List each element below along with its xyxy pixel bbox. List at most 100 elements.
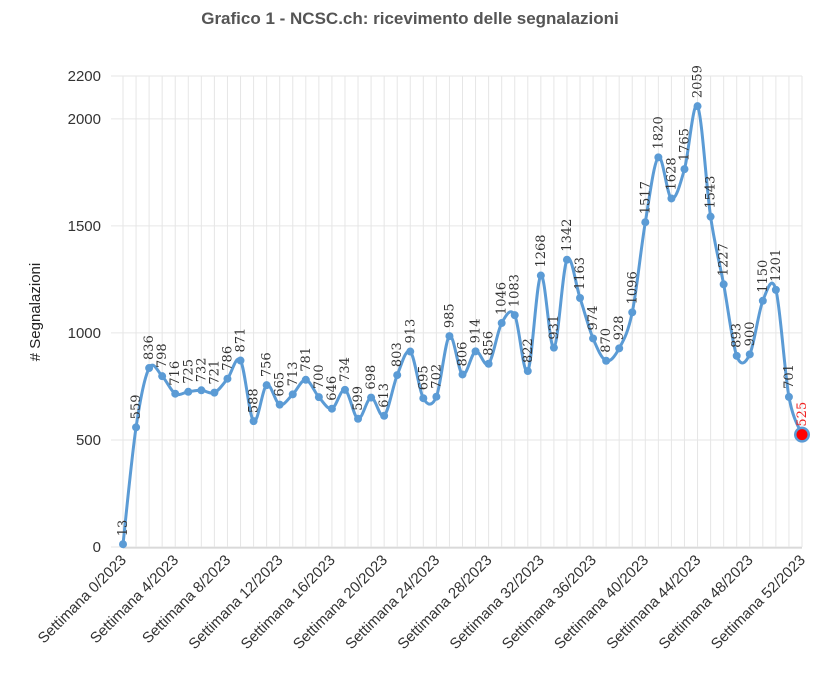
data-point[interactable] — [432, 392, 441, 401]
data-point[interactable] — [145, 364, 154, 373]
data-label: 1083 — [508, 274, 523, 307]
data-point[interactable] — [340, 385, 349, 394]
data-point[interactable] — [354, 414, 363, 423]
data-point[interactable] — [262, 381, 271, 390]
data-point[interactable] — [536, 271, 545, 280]
data-point[interactable] — [158, 372, 167, 381]
data-label: 1096 — [625, 271, 640, 304]
data-point[interactable] — [471, 347, 480, 356]
data-label: 1628 — [664, 157, 679, 190]
x-tick-label: Settimana 8/2023 — [139, 552, 234, 647]
data-point[interactable] — [458, 370, 467, 379]
data-point[interactable] — [119, 540, 127, 549]
data-point[interactable] — [784, 392, 793, 401]
data-point[interactable] — [510, 311, 519, 320]
data-point[interactable] — [406, 347, 415, 356]
data-point[interactable] — [419, 394, 428, 403]
x-tick-label: Settimana 12/2023 — [185, 552, 286, 653]
data-label: 734 — [338, 357, 353, 382]
data-label: 2059 — [691, 65, 706, 98]
data-point[interactable] — [771, 285, 780, 294]
x-tick-label: Settimana 44/2023 — [603, 552, 704, 653]
data-label: 1150 — [756, 260, 771, 293]
data-point[interactable] — [380, 411, 389, 420]
data-point[interactable] — [654, 153, 663, 162]
data-point[interactable] — [562, 255, 571, 264]
data-label: 786 — [220, 346, 235, 371]
data-label: 1820 — [651, 116, 666, 149]
data-point[interactable] — [693, 102, 702, 111]
data-label: 1046 — [495, 282, 510, 315]
data-point[interactable] — [393, 371, 402, 380]
x-tick-label: Settimana 0/2023 — [35, 552, 130, 647]
data-point[interactable] — [132, 423, 141, 432]
data-label: 716 — [168, 361, 183, 386]
y-axis-label: # Segnalazioni — [27, 263, 44, 361]
data-point[interactable] — [719, 280, 728, 289]
data-label: 1163 — [573, 257, 588, 290]
data-point[interactable] — [275, 400, 284, 409]
data-label: 974 — [586, 306, 601, 331]
data-point[interactable] — [249, 417, 258, 426]
data-label: 13 — [116, 520, 131, 537]
x-tick-label: Settimana 28/2023 — [394, 552, 495, 653]
x-tick-label: Settimana 4/2023 — [87, 552, 182, 647]
data-point[interactable] — [706, 212, 715, 221]
data-label: 646 — [325, 376, 340, 401]
data-point[interactable] — [497, 319, 506, 328]
data-label: 803 — [390, 342, 405, 367]
data-point[interactable] — [758, 296, 767, 305]
data-label: 914 — [469, 318, 484, 343]
y-tick-label: 0 — [93, 539, 101, 556]
data-point[interactable] — [327, 404, 336, 413]
data-label: 700 — [312, 364, 327, 389]
x-tick-label: Settimana 32/2023 — [447, 552, 548, 653]
data-label: 893 — [730, 323, 745, 348]
data-point[interactable] — [367, 393, 376, 402]
data-point[interactable] — [628, 308, 637, 317]
data-point[interactable] — [484, 359, 493, 368]
data-point[interactable] — [745, 350, 754, 359]
data-label: 856 — [482, 331, 497, 356]
x-tick-label: Settimana 20/2023 — [290, 552, 391, 653]
y-tick-label: 2200 — [68, 68, 101, 85]
data-label: 822 — [521, 338, 536, 363]
data-point[interactable] — [210, 388, 219, 397]
data-point[interactable] — [576, 294, 585, 303]
data-label: 1543 — [704, 176, 719, 209]
data-label: 559 — [129, 394, 144, 419]
data-label: 702 — [429, 364, 444, 389]
data-label: 698 — [364, 365, 379, 390]
data-label: 798 — [155, 343, 170, 368]
data-point[interactable] — [615, 344, 624, 353]
data-label: 781 — [299, 347, 314, 372]
data-point[interactable] — [641, 218, 650, 227]
data-point[interactable] — [197, 386, 206, 395]
x-tick-label: Settimana 48/2023 — [656, 552, 757, 653]
data-point[interactable] — [184, 387, 193, 396]
data-point[interactable] — [667, 194, 676, 203]
highlight-point[interactable] — [796, 429, 808, 441]
data-point[interactable] — [445, 332, 454, 341]
data-point[interactable] — [223, 374, 232, 383]
data-label: 1342 — [560, 219, 575, 252]
data-point[interactable] — [523, 367, 532, 376]
y-axis-ticks: 0 500 1000 1500 2000 2200 — [68, 68, 101, 556]
data-label: 836 — [142, 335, 157, 360]
data-point[interactable] — [171, 389, 180, 398]
data-label: 599 — [351, 386, 366, 411]
data-point[interactable] — [680, 165, 689, 174]
data-point[interactable] — [301, 375, 310, 384]
data-label: 985 — [442, 303, 457, 328]
data-point[interactable] — [288, 390, 297, 399]
data-point[interactable] — [549, 343, 558, 352]
data-point[interactable] — [732, 351, 741, 360]
data-point[interactable] — [602, 356, 611, 365]
data-point[interactable] — [589, 334, 598, 343]
data-point[interactable] — [236, 356, 245, 365]
data-point[interactable] — [314, 393, 323, 402]
x-tick-label: Settimana 24/2023 — [342, 552, 443, 653]
data-label: 721 — [207, 360, 222, 385]
